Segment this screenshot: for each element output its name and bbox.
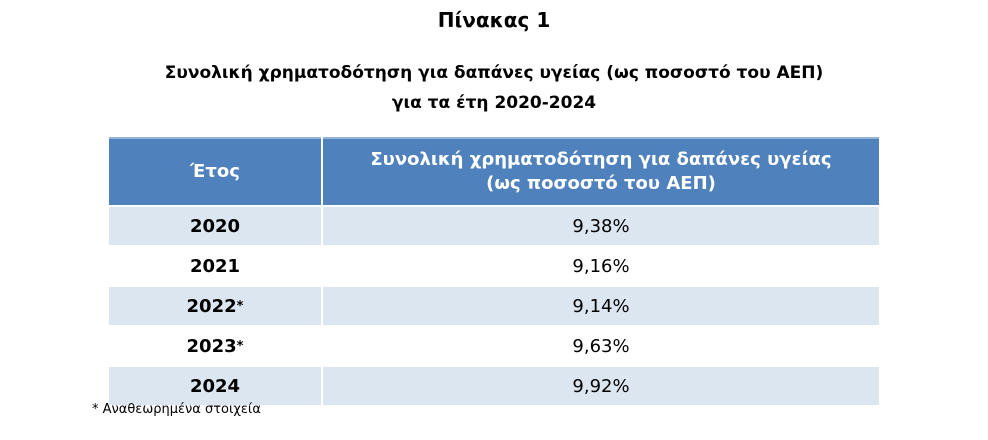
header-text: Συνολική χρηματοδότηση για δαπάνες υγεία… xyxy=(370,149,832,170)
year: 2024 xyxy=(189,375,241,397)
footnote: * Αναθεωρημένα στοιχεία xyxy=(92,402,261,417)
header-text: Έτος xyxy=(190,161,240,182)
year-cell: 2021 xyxy=(107,245,323,287)
year: 2023 xyxy=(186,335,237,357)
header-text: (ως ποσοστό του ΑΕΠ) xyxy=(486,173,716,194)
year-cell: 2020 xyxy=(107,205,323,247)
value-cell: 9,38% xyxy=(321,205,881,247)
year-cell: 2024 xyxy=(107,365,323,407)
table-row: 2021 9,16% xyxy=(107,245,881,287)
year-cell: 2022* xyxy=(107,285,323,327)
note-mark: * xyxy=(236,298,244,314)
header-cell: Συνολική χρηματοδότηση για δαπάνες υγεία… xyxy=(321,138,881,207)
subtitle: για τα έτη 2020-2024 xyxy=(391,93,597,113)
value-cell: 9,63% xyxy=(321,325,881,367)
header-row: Έτος Συνολική χρηματοδότηση για δαπάνες … xyxy=(107,138,881,207)
table-row: 2022* 9,14% xyxy=(107,285,881,327)
value-cell: 9,92% xyxy=(321,365,881,407)
subtitle: Συνολική χρηματοδότηση για δαπάνες υγεία… xyxy=(164,63,824,83)
year: 2021 xyxy=(189,255,241,277)
year-cell: 2023* xyxy=(107,325,323,367)
data-table: Έτος Συνολική χρηματοδότηση για δαπάνες … xyxy=(107,137,881,407)
year: 2020 xyxy=(189,215,241,237)
table-row: 2024 9,92% xyxy=(107,365,881,407)
year: 2022 xyxy=(186,295,237,317)
title: Πίνακας 1 xyxy=(437,8,551,32)
note-mark: * xyxy=(236,338,244,354)
table-body: 2020 9,38% 2021 9,16% 2022* 9,14% 2023* 9,63% 20… xyxy=(107,205,881,407)
table-row: 2023* 9,63% xyxy=(107,325,881,367)
header-cell: Έτος xyxy=(107,138,323,207)
value-cell: 9,16% xyxy=(321,245,881,287)
value-cell: 9,14% xyxy=(321,285,881,327)
table-row: 2020 9,38% xyxy=(107,205,881,247)
